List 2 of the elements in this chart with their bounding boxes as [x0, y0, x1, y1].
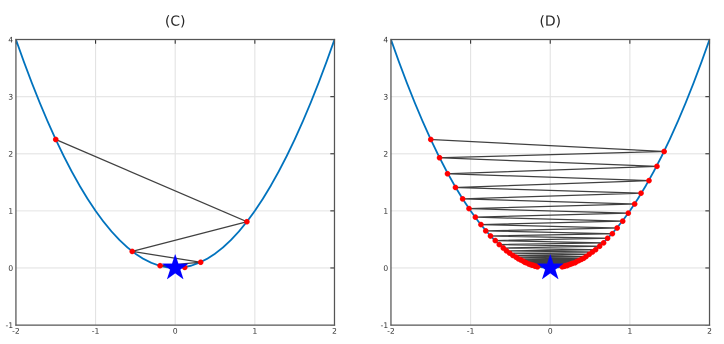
chart-title: (C) — [166, 15, 184, 28]
chart-title: (D) — [540, 15, 560, 28]
